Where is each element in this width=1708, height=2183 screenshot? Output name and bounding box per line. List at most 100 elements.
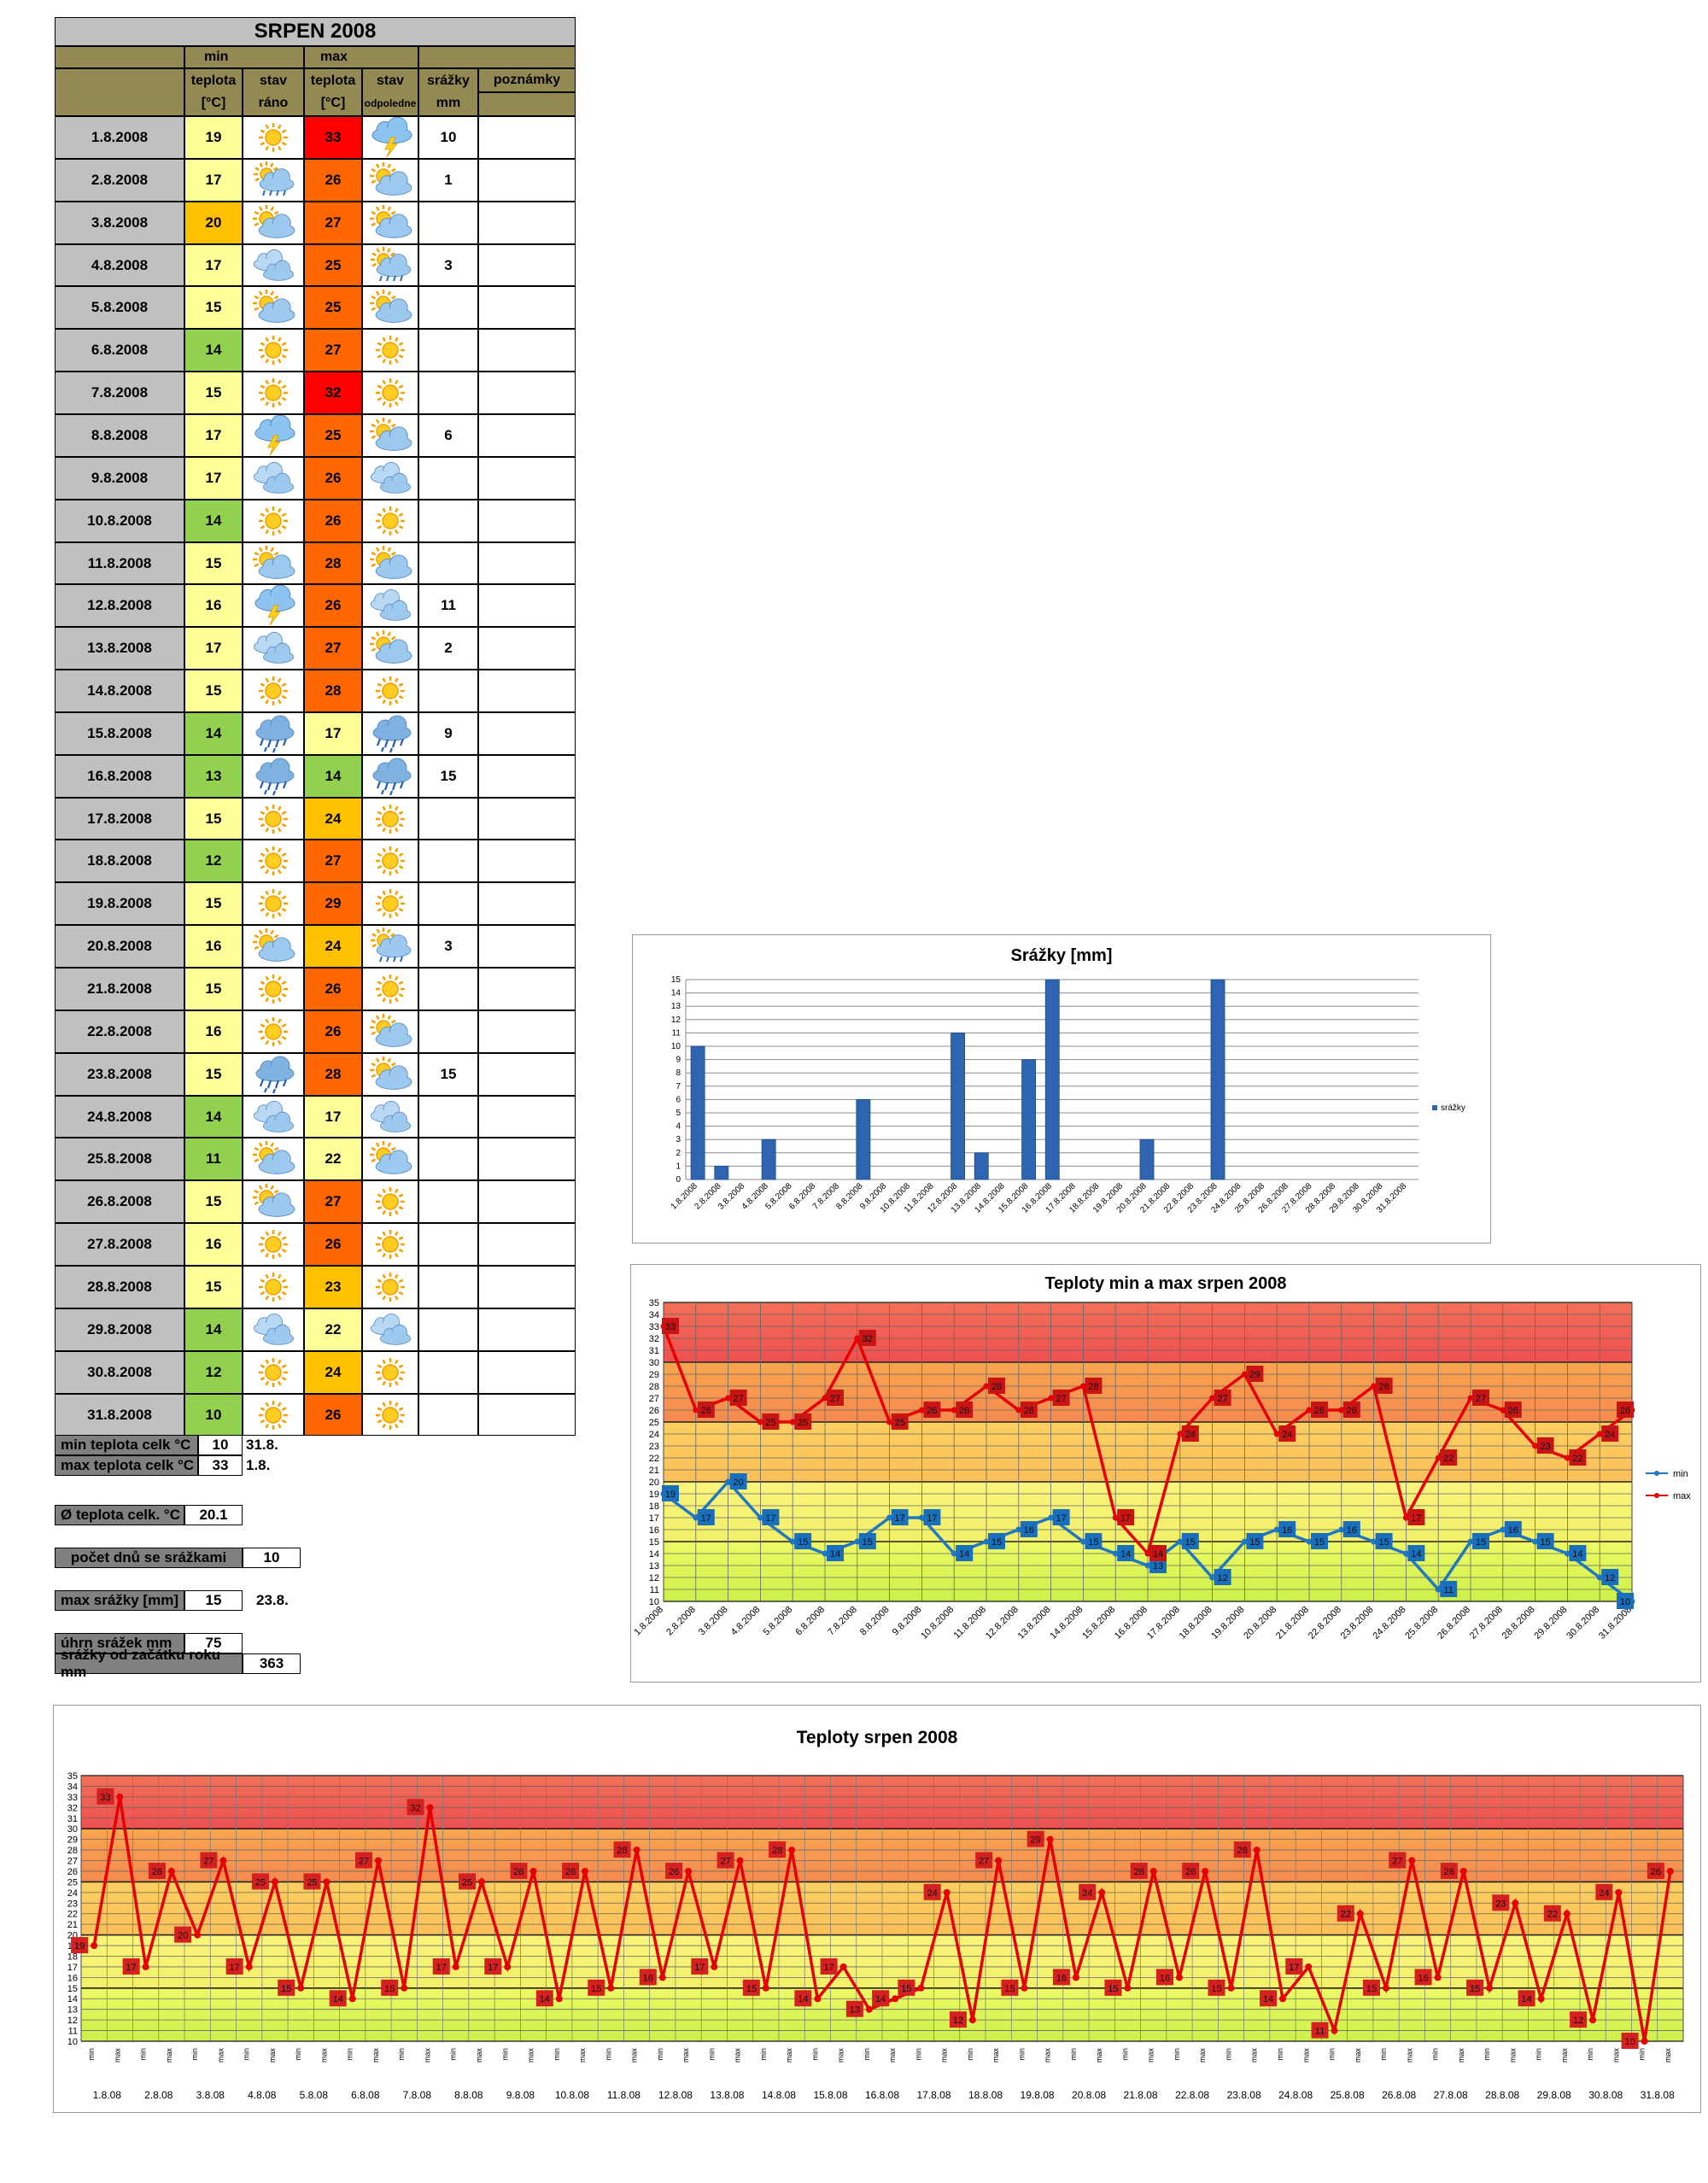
row-max-temp: 28 [304, 542, 362, 584]
row-max-temp: 23 [304, 1266, 362, 1308]
partly-cloudy-icon [363, 1138, 418, 1179]
data-label: 32 [863, 1334, 873, 1344]
data-label: 23 [1540, 1442, 1550, 1452]
avg-temp-label: Ø teplota celk. °C [55, 1505, 184, 1525]
cloudy-icon [363, 1309, 418, 1350]
row-min-temp: 19 [184, 116, 243, 159]
row-min-temp: 15 [184, 1266, 243, 1308]
y-tick-label: 30 [649, 1358, 659, 1368]
min-point [1564, 1550, 1571, 1557]
data-label-box [1285, 1958, 1303, 1975]
row-morning-icon-cell [243, 584, 304, 627]
row-date: 11.8.2008 [55, 542, 184, 584]
sunny-icon [363, 1395, 418, 1436]
x-sublabel: max [1457, 2048, 1465, 2063]
sunny-icon [246, 500, 301, 541]
row-afternoon-icon-cell [362, 329, 418, 372]
x-tick-label: 30.8.2008 [1565, 1605, 1601, 1642]
rain-days-value: 10 [243, 1548, 301, 1568]
row-rain [418, 1010, 478, 1053]
year-rain-label: srážky od začátku roku mm [55, 1647, 243, 1680]
y-tick-label: 3 [676, 1135, 681, 1144]
row-date: 12.8.2008 [55, 584, 184, 627]
max-point [1467, 1395, 1474, 1402]
min-point [886, 1514, 893, 1521]
x-sublabel: max [630, 2048, 639, 2063]
row-min-temp: 15 [184, 968, 243, 1010]
x-tick-label: 22.8.2008 [1307, 1605, 1343, 1642]
row-max-temp: 26 [304, 584, 362, 627]
rain-bar [1044, 979, 1060, 1180]
data-label-box [1414, 1969, 1432, 1986]
legend-label: srážky [1441, 1103, 1465, 1113]
y-tick-label: 11 [650, 1585, 659, 1595]
row-afternoon-icon-cell [362, 1096, 418, 1138]
y-tick-label: 13 [67, 2005, 78, 2016]
header-notes: poznámky [478, 68, 576, 92]
x-sublabel: min [243, 2048, 251, 2061]
data-label: 17 [701, 1513, 711, 1524]
row-max-temp: 27 [304, 627, 362, 670]
sun-rain-icon [246, 160, 301, 201]
data-label-box [1027, 1830, 1044, 1847]
data-label: 26 [1508, 1406, 1518, 1416]
max-point [1079, 1383, 1086, 1390]
x-sublabel: max [1044, 2048, 1052, 2063]
data-label-box [729, 1390, 747, 1406]
data-label: 15 [384, 1984, 395, 1994]
x-tick-label: 29.8.2008 [1532, 1605, 1569, 1642]
data-label: 17 [1120, 1513, 1131, 1524]
data-label-box [432, 1958, 450, 1975]
row-min-temp: 14 [184, 712, 243, 755]
row-notes [478, 1053, 576, 1096]
data-label: 26 [1620, 1406, 1630, 1416]
data-label: 20 [178, 1931, 188, 1941]
temp-point [1253, 1846, 1261, 1854]
x-tick-label: 9.8.2008 [891, 1605, 924, 1638]
data-label: 25 [255, 1877, 266, 1887]
data-label: 17 [230, 1963, 240, 1973]
y-tick-label: 14 [649, 1549, 659, 1560]
data-label-box [1617, 1402, 1634, 1418]
data-label: 26 [1444, 1867, 1454, 1877]
min-point [1338, 1526, 1345, 1533]
data-label: 14 [959, 1549, 969, 1560]
data-label: 24 [1185, 1430, 1196, 1440]
row-min-temp: 11 [184, 1138, 243, 1180]
partly-cloudy-icon [246, 202, 301, 243]
x-sublabel: min [1276, 2048, 1284, 2061]
header-temp-min-line1: teplota [190, 73, 237, 88]
row-date: 8.8.2008 [55, 414, 184, 457]
data-label: 28 [1237, 1846, 1248, 1856]
row-afternoon-icon-cell [362, 798, 418, 840]
sunny-icon [246, 840, 301, 881]
zigzag-chart: Teploty srpen 20081011121314151617181920… [53, 1705, 1701, 2113]
row-morning-icon-cell [243, 670, 304, 712]
max-point [1112, 1514, 1119, 1521]
row-rain [418, 202, 478, 244]
x-tick-label: 17.8.2008 [1145, 1605, 1182, 1642]
y-tick-label: 21 [649, 1466, 659, 1476]
temp-point [607, 1984, 615, 1992]
rain-chart-title: Srážky [mm] [1011, 946, 1113, 965]
temp-point [1537, 1995, 1545, 2003]
max-rain-label: max srážky [mm] [55, 1590, 184, 1611]
header-min: min [184, 46, 304, 68]
x-tick-label: 14.8.2008 [1048, 1605, 1085, 1642]
data-label-box [1595, 1883, 1613, 1900]
partly-cloudy-icon [363, 202, 418, 243]
day-label: 21.8.08 [1124, 2089, 1158, 2101]
row-max-temp: 26 [304, 1223, 362, 1266]
data-label-box [1363, 1979, 1381, 1996]
row-max-temp: 26 [304, 1394, 362, 1436]
row-notes [478, 882, 576, 925]
row-max-temp: 26 [304, 968, 362, 1010]
x-sublabel: min [863, 2048, 871, 2061]
sunny-icon [246, 883, 301, 924]
data-label-box [1543, 1905, 1561, 1922]
row-notes [478, 627, 576, 670]
header-temp-min: teplota [°C] [184, 68, 243, 116]
row-date: 28.8.2008 [55, 1266, 184, 1308]
data-label-box [1440, 1581, 1458, 1597]
temp-point [142, 1963, 149, 1970]
